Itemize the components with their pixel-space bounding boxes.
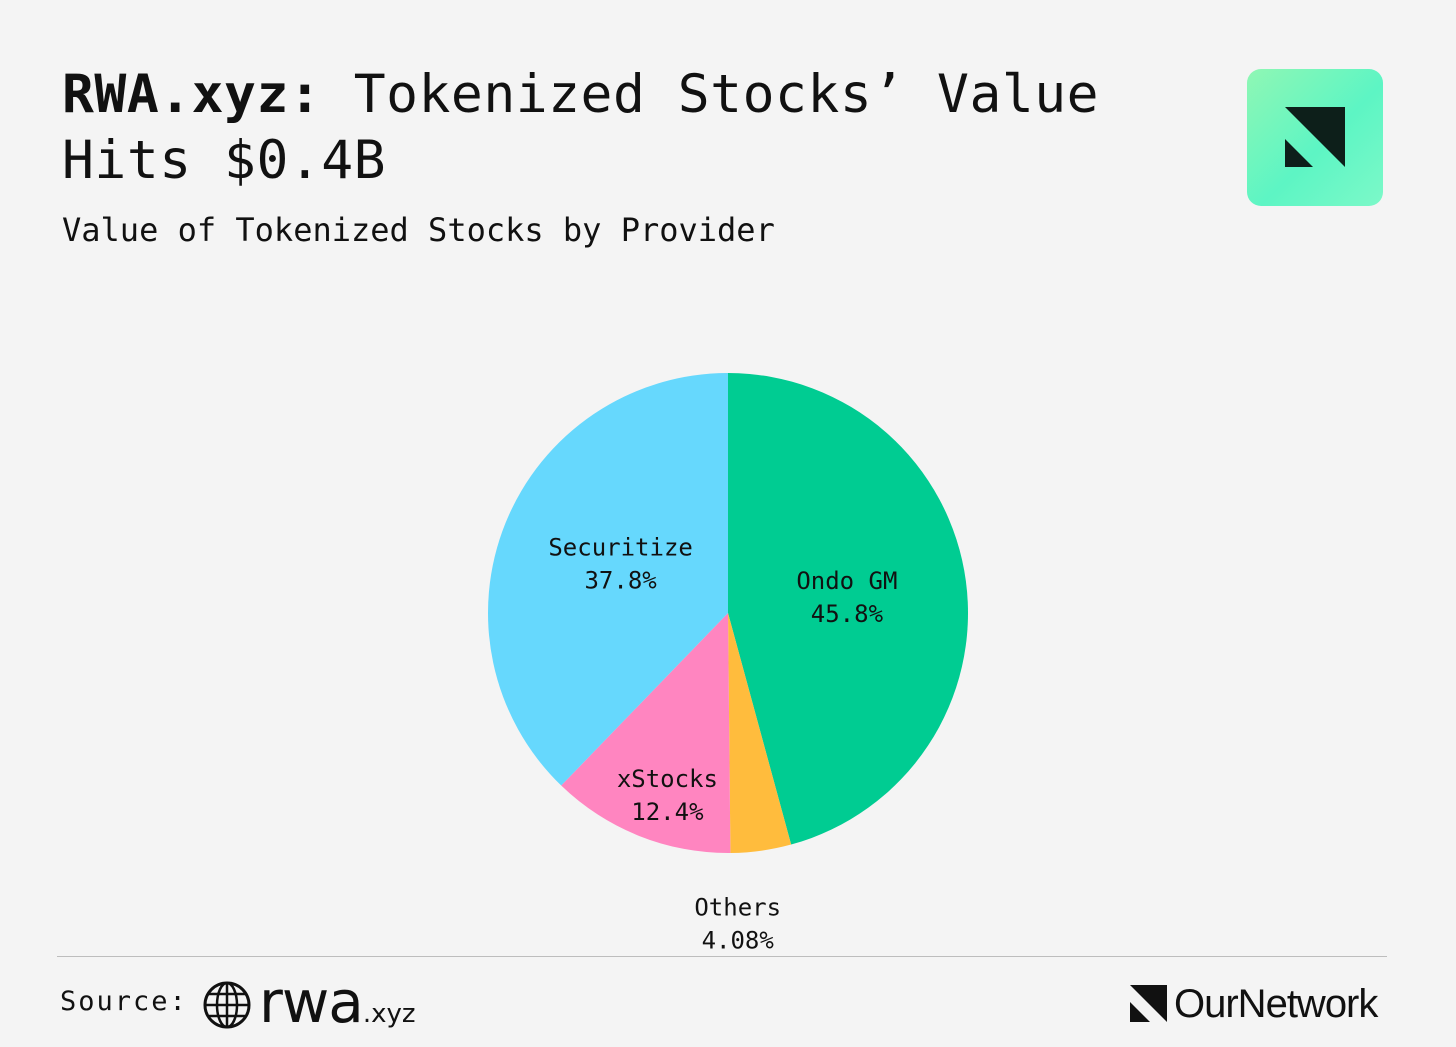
ournetwork-mark-icon: [1130, 985, 1167, 1022]
globe-icon: [203, 981, 251, 1029]
ournetwork-logo-icon: [1247, 69, 1383, 206]
slice-label-others: Others: [694, 893, 781, 921]
slice-label-xstocks: xStocks: [617, 765, 718, 793]
pie-slices: [488, 373, 969, 854]
pie-slice-others: [728, 613, 792, 853]
source-suffix: .xyz: [362, 999, 416, 1029]
pie-slice-xstocks: [561, 613, 731, 854]
pie-slice-ondo-gm: [728, 373, 969, 845]
source-brand: rwa.xyz: [259, 968, 416, 1036]
slice-value-others: 4.08%: [702, 926, 775, 954]
pie-slice-securitize: [488, 373, 728, 786]
brand-wordmark: OurNetwork: [1174, 982, 1378, 1026]
slice-label-ondo-gm: Ondo GM: [796, 567, 897, 595]
chart-title: RWA.xyz: Tokenized Stocks’ Value Hits $0…: [62, 62, 1182, 194]
slice-value-ondo-gm: 45.8%: [811, 600, 884, 628]
pie-labels: Ondo GM 45.8% Others 4.08% xStocks 12.4% Secur…: [548, 534, 897, 955]
chart-subtitle: Value of Tokenized Stocks by Provider: [62, 211, 775, 249]
source-name: rwa: [259, 968, 364, 1036]
title-text: Tokenized Stocks’ Value Hits $0.4B: [62, 64, 1100, 191]
slice-value-xstocks: 12.4%: [631, 798, 704, 826]
slice-value-securitize: 37.8%: [584, 567, 657, 595]
footer-divider: [57, 956, 1387, 957]
title-brand: RWA.xyz:: [62, 64, 322, 125]
slice-label-securitize: Securitize: [548, 534, 693, 562]
source-label: Source:: [60, 986, 188, 1017]
